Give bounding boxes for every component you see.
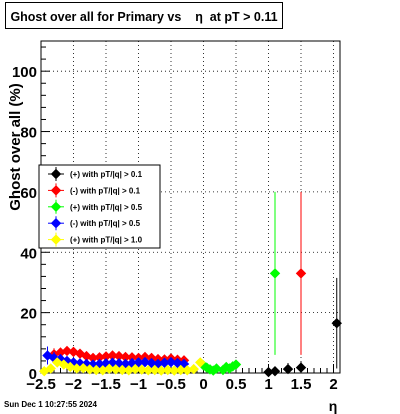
data-point	[295, 268, 307, 279]
data-point	[162, 364, 173, 376]
chart-title-box: Ghost over all for Primary vs η at pT > …	[5, 2, 283, 29]
data-point	[104, 363, 115, 374]
x-tick-label: −2.5	[26, 376, 56, 393]
legend-entry: (-) with pT/|q| > 0.5	[70, 219, 141, 228]
data-point	[295, 362, 307, 373]
data-point	[45, 363, 56, 374]
y-tick-label: 80	[20, 125, 37, 142]
data-point	[136, 364, 147, 375]
data-point	[139, 356, 151, 368]
data-point	[130, 363, 141, 375]
data-point	[269, 365, 281, 377]
data-point	[78, 362, 89, 374]
data-point	[165, 356, 177, 368]
legend-entry: (-) with pT/|q| > 0.1	[70, 186, 141, 195]
series-1	[263, 277, 342, 378]
legend-entry: (+) with pT/|q| > 0.5	[70, 203, 143, 212]
data-point	[195, 357, 206, 368]
chart-title: Ghost over all for Primary vs η at pT > …	[10, 10, 278, 24]
legend-entry: (+) with pT/|q| > 1.0	[70, 236, 143, 245]
y-tick-label: 60	[20, 185, 37, 202]
legend-marker	[50, 234, 62, 245]
data-point	[117, 364, 128, 376]
data-point	[269, 268, 281, 279]
data-point	[110, 364, 121, 375]
x-tick-label: 2	[329, 376, 337, 393]
y-tick-label: 0	[29, 366, 37, 383]
data-point	[172, 357, 183, 369]
y-tick-label: 20	[20, 306, 37, 323]
x-tick-label: 1	[264, 376, 272, 393]
data-point	[175, 364, 186, 376]
legend-marker	[50, 168, 62, 180]
data-point	[282, 363, 294, 375]
y-axis-label: Ghost over all (%)	[7, 83, 24, 211]
x-tick-label: −1	[130, 376, 147, 393]
x-tick-label: 0	[199, 376, 207, 393]
legend-marker	[50, 217, 62, 229]
x-tick-label: 0.5	[226, 376, 247, 393]
y-tick-label: 40	[20, 245, 37, 262]
y-tick-label: 100	[12, 64, 37, 81]
x-axis-label: η	[329, 398, 338, 414]
legend-marker	[50, 201, 62, 213]
data-point	[91, 364, 102, 376]
series-3	[198, 191, 281, 376]
x-tick-label: −2	[65, 376, 82, 393]
data-point	[149, 364, 160, 376]
legend-entry: (+) with pT/|q| > 0.1	[70, 170, 143, 179]
data-point	[146, 357, 157, 369]
series-5	[39, 357, 206, 377]
data-point	[188, 363, 199, 375]
x-tick-label: −1.5	[91, 376, 121, 393]
data-point	[331, 317, 342, 329]
data-point	[84, 364, 95, 375]
x-tick-label: 1.5	[291, 376, 312, 393]
x-tick-label: −0.5	[156, 376, 186, 393]
series-2	[48, 191, 307, 366]
timestamp: Sun Dec 1 10:27:55 2024	[4, 400, 97, 409]
data-point	[230, 359, 242, 370]
data-point	[61, 345, 73, 357]
legend-marker	[50, 185, 62, 196]
